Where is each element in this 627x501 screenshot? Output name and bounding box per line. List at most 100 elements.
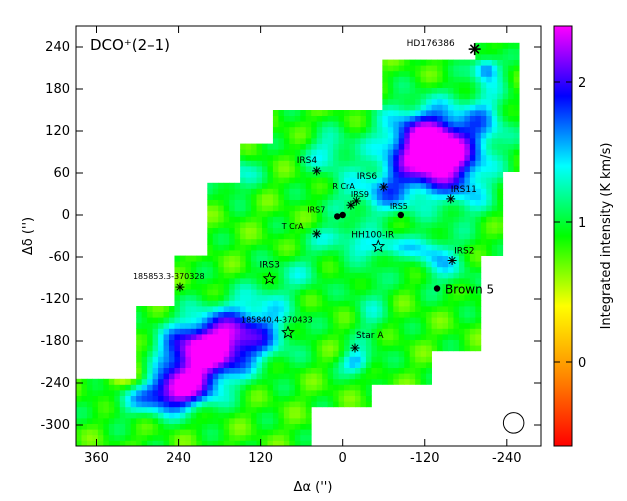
map-pixel	[278, 294, 285, 301]
map-pixel	[294, 418, 301, 424]
map-pixel	[300, 367, 307, 374]
map-pixel	[267, 250, 274, 256]
map-pixel	[327, 289, 334, 296]
map-pixel	[486, 59, 493, 66]
map-pixel	[491, 154, 498, 161]
map-pixel	[480, 227, 487, 234]
map-pixel	[196, 266, 203, 273]
map-pixel	[289, 395, 296, 402]
map-pixel	[141, 401, 148, 408]
map-pixel	[316, 322, 323, 329]
map-pixel	[289, 244, 296, 251]
map-pixel	[147, 362, 153, 368]
map-pixel	[316, 222, 323, 228]
map-pixel	[300, 378, 307, 385]
map-pixel	[404, 171, 411, 178]
map-pixel	[262, 154, 268, 161]
map-pixel	[404, 367, 411, 374]
map-pixel	[409, 250, 416, 256]
map-pixel	[240, 149, 246, 156]
map-pixel	[251, 283, 257, 290]
map-pixel	[442, 339, 449, 346]
source-label: IRS9	[351, 190, 369, 199]
map-pixel	[431, 126, 438, 133]
map-pixel	[338, 194, 345, 200]
map-pixel	[130, 412, 137, 419]
map-pixel	[207, 261, 214, 268]
map-pixel	[272, 244, 279, 251]
map-pixel	[365, 143, 372, 150]
map-pixel	[420, 250, 427, 256]
map-pixel	[262, 362, 268, 368]
map-pixel	[420, 160, 427, 167]
map-pixel	[300, 434, 307, 441]
map-pixel	[234, 395, 241, 402]
map-pixel	[289, 160, 296, 167]
map-pixel	[278, 434, 285, 441]
map-pixel	[458, 126, 465, 133]
map-pixel	[322, 250, 329, 256]
map-pixel	[136, 334, 143, 340]
map-pixel	[174, 328, 181, 335]
map-pixel	[229, 194, 236, 200]
map-pixel	[262, 261, 268, 268]
map-pixel	[338, 250, 345, 256]
map-pixel	[475, 82, 482, 88]
map-pixel	[338, 278, 345, 284]
map-pixel	[278, 227, 285, 234]
map-pixel	[158, 418, 164, 424]
map-pixel	[349, 300, 356, 307]
map-pixel	[382, 166, 389, 172]
map-pixel	[262, 188, 268, 195]
map-pixel	[431, 339, 438, 346]
map-pixel	[475, 199, 482, 206]
map-pixel	[502, 104, 509, 111]
map-pixel	[316, 283, 323, 290]
map-pixel	[486, 87, 493, 94]
source-star-marker	[262, 271, 277, 285]
map-pixel	[475, 205, 482, 212]
map-pixel	[289, 199, 296, 206]
map-pixel	[420, 222, 427, 228]
map-pixel	[218, 244, 225, 251]
map-pixel	[207, 188, 214, 195]
map-pixel	[513, 59, 520, 66]
map-pixel	[322, 194, 329, 200]
map-pixel	[393, 227, 400, 234]
map-pixel	[158, 356, 164, 363]
map-pixel	[376, 166, 383, 172]
map-pixel	[316, 272, 323, 279]
map-pixel	[376, 378, 383, 385]
map-pixel	[218, 345, 225, 352]
map-pixel	[289, 110, 296, 116]
map-pixel	[486, 227, 493, 234]
map-pixel	[305, 350, 312, 357]
map-pixel	[426, 250, 432, 256]
map-pixel	[338, 233, 345, 240]
map-pixel	[469, 194, 476, 200]
map-pixel	[344, 121, 350, 128]
map-pixel	[409, 143, 416, 150]
map-pixel	[158, 423, 164, 430]
map-pixel	[355, 166, 361, 172]
map-pixel	[491, 171, 498, 178]
map-pixel	[382, 261, 389, 268]
map-pixel	[453, 339, 460, 346]
map-pixel	[229, 216, 236, 223]
map-pixel	[256, 283, 263, 290]
map-pixel	[426, 367, 432, 374]
map-pixel	[185, 300, 192, 307]
map-pixel	[251, 261, 257, 268]
map-pixel	[442, 126, 449, 133]
map-pixel	[387, 345, 394, 352]
map-pixel	[218, 390, 225, 396]
map-pixel	[442, 182, 449, 189]
map-pixel	[218, 255, 225, 262]
map-pixel	[223, 283, 230, 290]
map-pixel	[300, 334, 307, 340]
map-pixel	[404, 205, 411, 212]
map-pixel	[349, 199, 356, 206]
map-pixel	[130, 406, 137, 413]
map-pixel	[212, 367, 219, 374]
map-pixel	[344, 294, 350, 301]
